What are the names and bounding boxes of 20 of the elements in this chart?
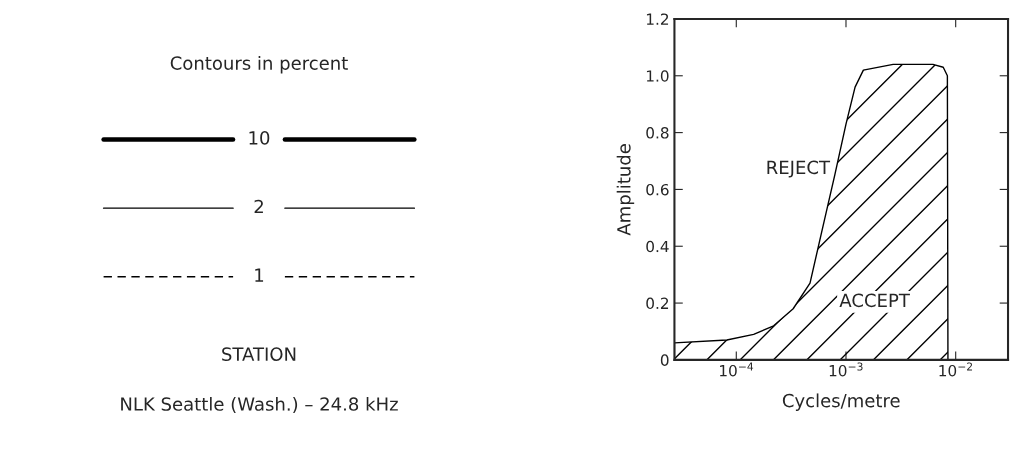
x-tick-label: 10$^{−2}$ (939, 362, 973, 377)
text: NLK Seattle (Wash.) – 24.8 kHz (121, 396, 398, 413)
y-tick-label: 0.2 (646, 297, 669, 310)
legend-label: 1 (255, 268, 264, 282)
x-tick-label: 10$^{−4}$ (720, 362, 754, 377)
y-tick-label: 1.0 (646, 70, 669, 82)
x-tick-label: 10$^{−3}$ (829, 362, 863, 377)
legend-label: 2 (254, 199, 263, 214)
legend-label: 10 (249, 131, 270, 145)
text: STATION (222, 347, 296, 361)
y-tick-label: 0.8 (646, 127, 669, 139)
y-tick-label: 0.6 (646, 183, 669, 196)
y-axis-title: Amplitude (616, 144, 635, 236)
y-tick-label: 1.2 (646, 13, 669, 25)
y-tick-label: 0.4 (646, 240, 669, 253)
x-axis-title: Cycles/metre (782, 393, 900, 411)
annotation: REJECT (767, 160, 831, 178)
text: Contours in percent (170, 55, 348, 74)
y-tick-label: 0 (660, 354, 669, 366)
annotation: ACCEPT (839, 293, 910, 308)
